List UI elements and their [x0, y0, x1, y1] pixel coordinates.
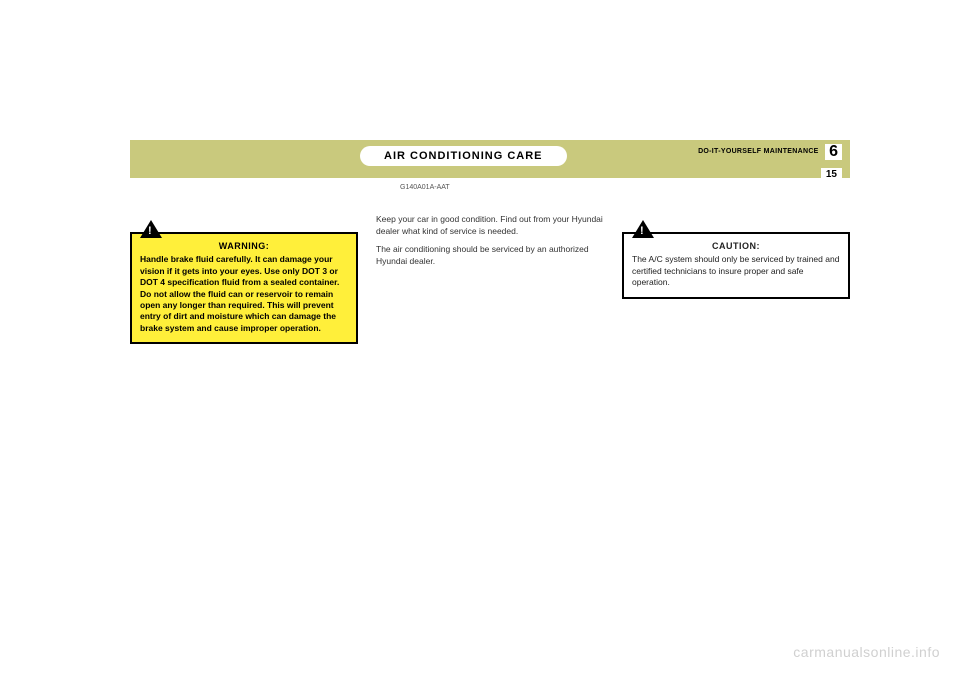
caution-title: CAUTION:: [632, 240, 840, 252]
caution-box: CAUTION: The A/C system should only be s…: [622, 232, 850, 299]
warning-title: WARNING:: [140, 240, 348, 252]
warning-box: WARNING: Handle brake fluid carefully. I…: [130, 232, 358, 344]
col2-paragraph-2: The air conditioning should be serviced …: [376, 244, 604, 268]
section-code: G140A01A-AAT: [400, 184, 450, 191]
caution-triangle-icon: [632, 220, 654, 241]
header-bar: AIR CONDITIONING CARE DO-IT-YOURSELF MAI…: [130, 140, 850, 178]
column-1: WARNING: Handle brake fluid carefully. I…: [130, 214, 358, 344]
warning-triangle-icon: [140, 220, 162, 241]
col2-paragraph-1: Keep your car in good condition. Find ou…: [376, 214, 604, 238]
column-2: Keep your car in good condition. Find ou…: [376, 214, 604, 344]
header-right: DO-IT-YOURSELF MAINTENANCE 6 15: [698, 144, 842, 182]
chapter-label: DO-IT-YOURSELF MAINTENANCE: [698, 144, 819, 160]
page-number: 15: [821, 168, 842, 181]
warning-body: Handle brake fluid carefully. It can dam…: [140, 254, 348, 334]
chapter-number: 6: [825, 144, 842, 160]
watermark: carmanualsonline.info: [793, 644, 940, 660]
content-columns: WARNING: Handle brake fluid carefully. I…: [130, 184, 850, 344]
column-3: CAUTION: The A/C system should only be s…: [622, 214, 850, 344]
section-title: AIR CONDITIONING CARE: [384, 150, 543, 162]
caution-body: The A/C system should only be serviced b…: [632, 254, 840, 288]
section-title-pill: AIR CONDITIONING CARE: [360, 146, 567, 166]
